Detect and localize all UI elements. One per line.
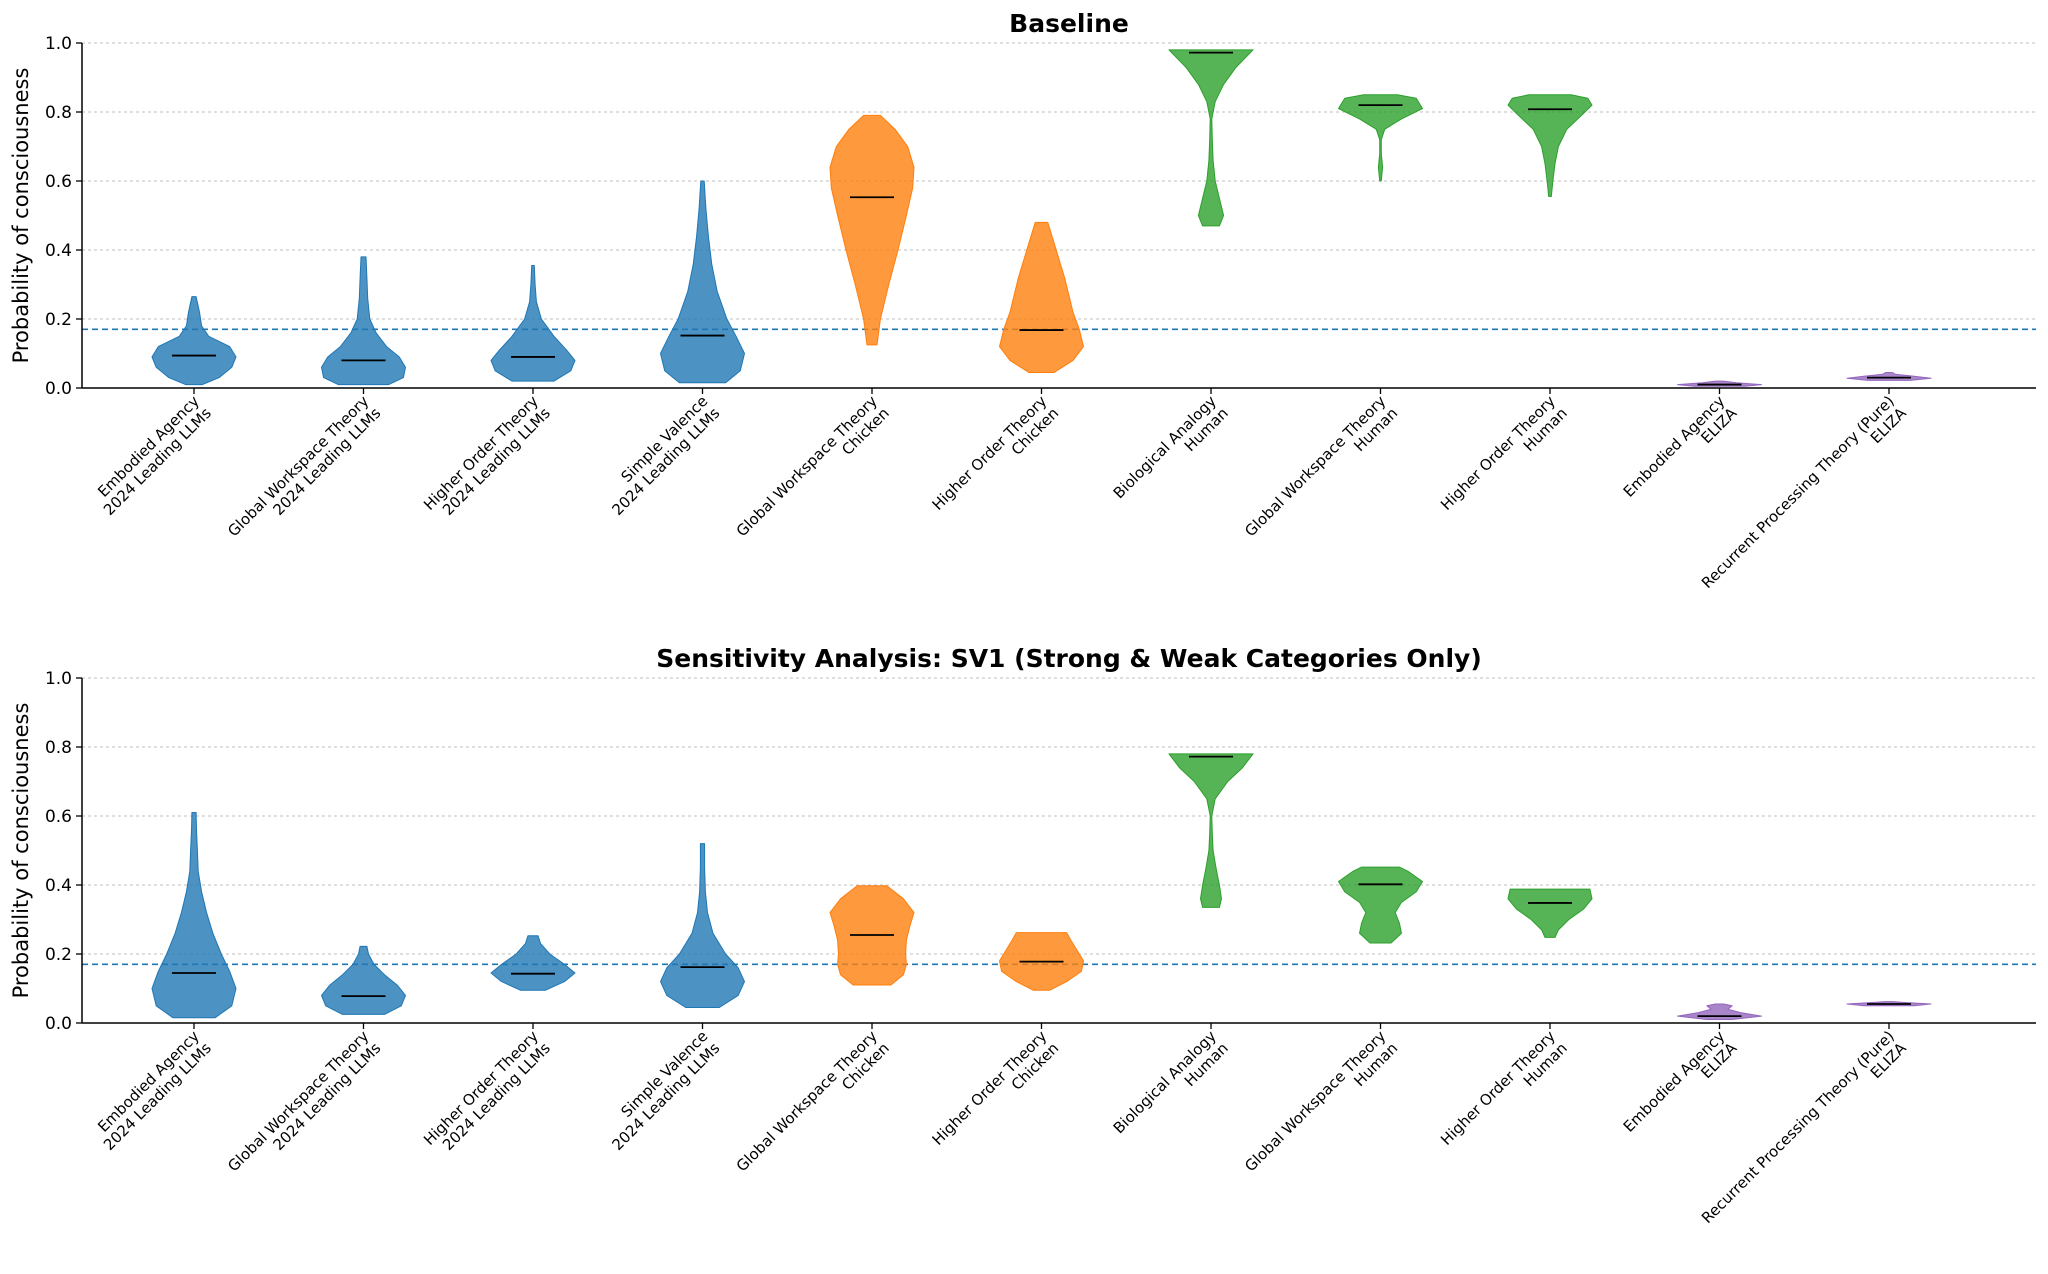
- x-tick-label-theory: Global Workspace Theory: [224, 392, 372, 540]
- violin-2: [321, 945, 406, 1015]
- y-tick-label: 1.0: [45, 34, 72, 54]
- x-tick-label-system: 2024 Leading LLMs: [269, 1039, 384, 1154]
- x-tick-label-theory: Global Workspace Theory: [1241, 392, 1389, 540]
- x-tick-label-theory: Higher Order Theory: [420, 392, 542, 514]
- violin-10: [1677, 1003, 1762, 1020]
- violin-1: [151, 296, 237, 386]
- y-tick-label: 0.8: [45, 103, 72, 123]
- violin-11: [1846, 372, 1932, 381]
- x-tick-label-theory: Higher Order Theory: [929, 392, 1051, 514]
- x-tick-label-system: 2024 Leading LLMs: [100, 404, 215, 519]
- violin-9: [1507, 94, 1593, 197]
- x-tick-label-theory: Higher Order Theory: [1437, 1027, 1559, 1149]
- x-tick-label-system: 2024 Leading LLMs: [439, 404, 554, 519]
- x-tick-label-theory: Higher Order Theory: [1437, 392, 1559, 514]
- violin-3: [490, 935, 576, 991]
- x-tick-label-theory: Biological Analogy: [1110, 392, 1220, 502]
- y-tick-label: 0.0: [45, 379, 72, 399]
- x-tick-label-theory: Global Workspace Theory: [1241, 1027, 1389, 1175]
- y-tick-label: 0.6: [45, 172, 72, 192]
- x-tick-label-system: 2024 Leading LLMs: [439, 1039, 554, 1154]
- violin-1: [151, 812, 237, 1019]
- x-tick-label-theory: Global Workspace Theory: [733, 1027, 881, 1175]
- violin-7: [1168, 753, 1254, 908]
- x-tick-label-theory: Embodied Agency: [94, 1027, 203, 1136]
- x-tick-label-theory: Biological Analogy: [1110, 1027, 1220, 1137]
- violin-9: [1507, 888, 1593, 938]
- x-tick-label-system: 2024 Leading LLMs: [608, 404, 723, 519]
- x-tick-label-theory: Embodied Agency: [1620, 392, 1729, 501]
- x-tick-label-theory: Higher Order Theory: [929, 1027, 1051, 1149]
- y-tick-label: 0.4: [45, 241, 72, 261]
- x-tick-label-theory: Embodied Agency: [94, 392, 203, 501]
- chart-title: Baseline: [1009, 9, 1129, 38]
- violin-5: [829, 114, 915, 346]
- y-axis-label: Probability of consciousness: [9, 703, 33, 999]
- chart-title: Sensitivity Analysis: SV1 (Strong & Weak…: [656, 644, 1482, 673]
- y-tick-label: 1.0: [45, 669, 72, 689]
- violin-2: [321, 256, 406, 386]
- x-tick-label-system: 2024 Leading LLMs: [608, 1039, 723, 1154]
- violin-7: [1168, 49, 1254, 227]
- x-tick-label-theory: Global Workspace Theory: [224, 1027, 372, 1175]
- violin-3: [490, 265, 576, 382]
- x-tick-label-theory: Embodied Agency: [1620, 1027, 1729, 1136]
- y-tick-label: 0.6: [45, 807, 72, 827]
- x-tick-label-system: 2024 Leading LLMs: [100, 1039, 215, 1154]
- y-tick-label: 0.0: [45, 1014, 72, 1034]
- x-tick-label-system: 2024 Leading LLMs: [269, 404, 384, 519]
- violin-4: [660, 180, 745, 384]
- x-tick-label-theory: Global Workspace Theory: [733, 392, 881, 540]
- y-tick-label: 0.2: [45, 945, 72, 965]
- x-tick-label-theory: Higher Order Theory: [420, 1027, 542, 1149]
- violin-4: [660, 843, 745, 1008]
- violin-8: [1338, 866, 1423, 944]
- y-tick-label: 0.8: [45, 738, 72, 758]
- y-tick-label: 0.2: [45, 310, 72, 330]
- violin-8: [1338, 94, 1423, 182]
- violin-6: [999, 221, 1084, 373]
- y-tick-label: 0.4: [45, 876, 72, 896]
- y-axis-label: Probability of consciousness: [9, 68, 33, 364]
